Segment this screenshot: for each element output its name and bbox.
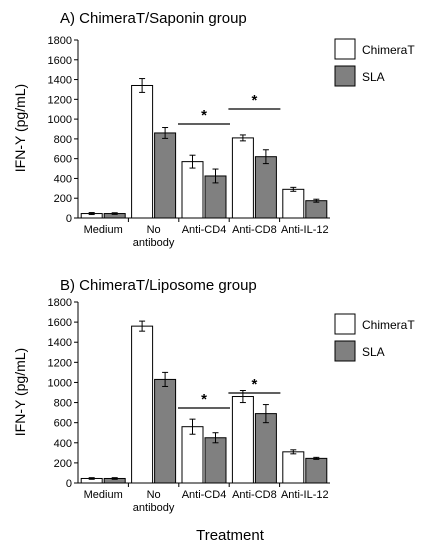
bar-chimerat — [131, 84, 154, 219]
legend-label-chimerat: ChimeraT — [362, 318, 415, 332]
y-tick-label: 1400 — [48, 337, 72, 349]
x-tick-label: antibody — [133, 237, 175, 249]
x-tick-label: Medium — [84, 489, 123, 501]
panel-a-y-axis-label: IFN-Y (pg/mL) — [12, 84, 28, 172]
panel-a: A) ChimeraT/Saponin group IFN-Y (pg/mL) … — [12, 10, 415, 249]
legend-swatch-chimerat — [334, 313, 356, 335]
bar-chimerat — [282, 188, 305, 219]
legend-label-sla: SLA — [362, 70, 385, 84]
panel-a-title: A) ChimeraT/Saponin group — [60, 10, 247, 27]
y-tick-label: 1400 — [48, 75, 72, 87]
x-tick-label: Anti-CD4 — [182, 224, 227, 236]
legend-label-chimerat: ChimeraT — [362, 43, 415, 57]
y-tick-label: 1200 — [48, 357, 72, 369]
panel-a-plot: 0 200 400 600 800 1000 1200 1400 1600 1800 Medium N… — [48, 35, 330, 249]
panel-b: B) ChimeraT/Liposome group IFN-Y (pg/mL)… — [12, 277, 415, 544]
panel-b-plot: 0 200 400 600 800 1000 1200 1400 1600 1800 Medium N… — [48, 297, 330, 514]
y-tick-label: 1600 — [48, 55, 72, 67]
bar-chimerat — [181, 161, 204, 219]
y-tick-label: 1600 — [48, 317, 72, 329]
legend-swatch-sla — [334, 340, 356, 362]
y-tick-label: 0 — [66, 478, 72, 490]
x-tick-label: No — [147, 489, 161, 501]
y-tick-label: 200 — [54, 458, 72, 470]
bar-sla — [154, 378, 177, 484]
bar-sla — [204, 437, 227, 484]
legend-label-sla: SLA — [362, 345, 385, 359]
bar-sla — [305, 200, 328, 219]
bar-sla — [254, 413, 277, 484]
y-tick-label: 600 — [54, 418, 72, 430]
y-tick-label: 1000 — [48, 114, 72, 126]
y-tick-label: 1000 — [48, 377, 72, 389]
y-tick-label: 400 — [54, 438, 72, 450]
bar-chimerat — [282, 451, 305, 484]
y-tick-label: 1800 — [48, 297, 72, 309]
x-tick-label: No — [147, 224, 161, 236]
y-tick-label: 800 — [54, 134, 72, 146]
significance-star: * — [201, 391, 207, 408]
x-tick-label: Anti-IL-12 — [281, 224, 329, 236]
legend-swatch-sla — [334, 65, 356, 87]
significance-star: * — [201, 107, 207, 124]
y-tick-label: 200 — [54, 193, 72, 205]
y-tick-label: 400 — [54, 173, 72, 185]
x-axis-title: Treatment — [196, 527, 265, 544]
y-tick-label: 800 — [54, 398, 72, 410]
panel-b-y-axis-label: IFN-Y (pg/mL) — [12, 348, 28, 436]
bar-sla — [305, 457, 328, 484]
bar-chimerat — [131, 325, 154, 484]
bar-chimerat — [181, 426, 204, 484]
bar-sla — [254, 156, 277, 219]
significance-star: * — [251, 92, 257, 109]
bar-chimerat — [231, 137, 254, 219]
x-tick-label: Anti-CD8 — [232, 489, 277, 501]
legend-swatch-chimerat — [334, 38, 356, 60]
panel-b-title: B) ChimeraT/Liposome group — [60, 277, 257, 294]
x-tick-label: Anti-IL-12 — [281, 489, 329, 501]
x-tick-label: Anti-CD4 — [182, 489, 227, 501]
x-tick-label: Medium — [84, 224, 123, 236]
bar-chimerat — [231, 396, 254, 484]
y-tick-label: 1200 — [48, 94, 72, 106]
panel-a-legend: ChimeraT SLA — [334, 38, 415, 87]
significance-star: * — [251, 376, 257, 393]
panel-b-legend: ChimeraT SLA — [334, 313, 415, 362]
bar-sla — [154, 132, 177, 219]
y-tick-label: 600 — [54, 154, 72, 166]
x-tick-label: Anti-CD8 — [232, 224, 277, 236]
y-tick-label: 1800 — [48, 35, 72, 47]
x-tick-label: antibody — [133, 502, 175, 514]
y-tick-label: 0 — [66, 213, 72, 225]
